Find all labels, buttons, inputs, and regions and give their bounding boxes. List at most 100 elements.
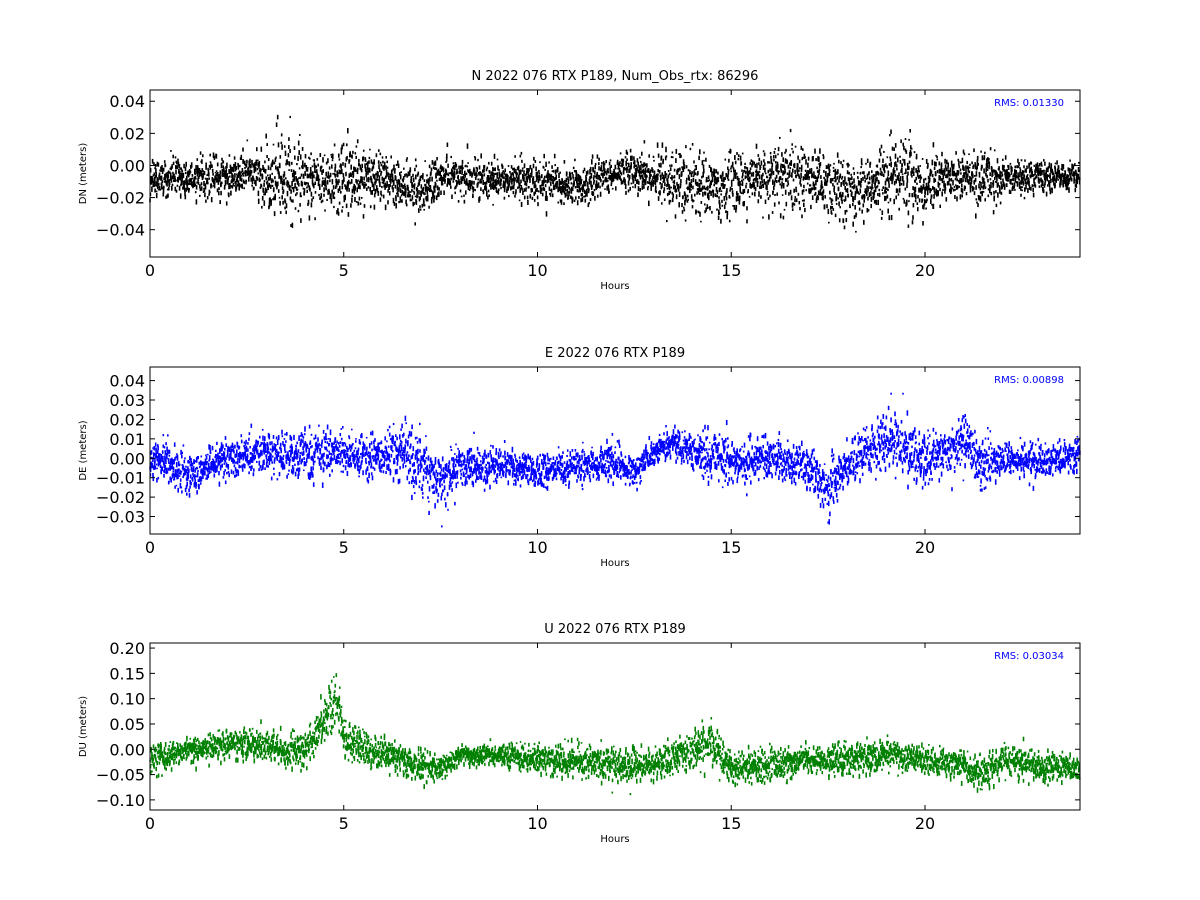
data-point [536,195,539,200]
data-point [949,167,952,173]
data-point [276,186,278,190]
data-point [930,198,932,204]
data-point [313,162,316,166]
data-point [477,178,479,181]
data-point [388,191,391,196]
data-point [352,186,355,192]
data-point [935,161,937,167]
data-point [500,181,502,186]
data-point [821,186,824,189]
data-point [225,166,227,169]
data-point [187,174,190,178]
data-point [702,186,704,189]
data-point [422,198,425,203]
data-point [668,172,671,176]
data-point [238,445,241,449]
data-point [324,183,327,187]
data-point [258,452,261,458]
data-point [351,197,353,203]
data-point [793,203,796,206]
data-point [1040,177,1042,183]
data-point [941,191,943,197]
data-point [849,206,851,209]
data-point [196,165,199,169]
data-point [159,176,162,181]
data-point [377,191,380,196]
data-point [288,161,291,167]
data-point [331,164,333,169]
data-point [634,175,637,182]
data-point [1071,163,1073,169]
data-point [184,487,187,493]
data-point [598,162,600,166]
data-point [936,158,939,161]
data-point [687,186,689,191]
data-point [289,115,291,119]
data-point [289,445,292,449]
data-point [211,184,213,188]
data-point [584,195,587,198]
data-point [607,177,610,180]
data-point [930,188,932,192]
data-point [289,458,291,461]
data-point [984,151,986,155]
data-point [734,155,736,160]
data-point [1057,179,1059,181]
data-point [308,447,310,452]
data-point [444,182,446,184]
data-point [606,185,608,191]
data-point [187,183,189,186]
data-point [683,208,686,212]
data-point [998,166,1000,171]
data-point [736,191,738,196]
data-point [751,192,754,196]
data-point [315,442,318,445]
data-point [783,164,785,168]
data-point [684,200,686,206]
data-point [704,203,706,206]
data-point [711,171,713,177]
data-point [834,192,836,195]
data-point [300,195,302,198]
data-point [276,114,279,120]
data-point [215,170,218,173]
data-point [838,218,841,223]
data-point [156,450,159,454]
data-point [461,168,463,174]
data-point [154,453,157,456]
data-point [502,184,504,189]
data-point [172,154,174,159]
data-point [201,461,204,466]
data-point [761,180,764,184]
data-point [233,450,235,454]
data-point [170,150,172,152]
data-point [177,461,180,467]
data-point [628,175,631,180]
data-point [903,199,906,204]
data-point [546,179,548,184]
data-point [240,452,242,456]
data-point [354,185,356,191]
data-point [719,207,721,210]
data-point [226,173,228,177]
data-point [556,180,559,185]
data-point [564,185,567,191]
data-point [899,160,902,164]
data-point [295,444,297,448]
data-point [314,460,316,463]
data-point [307,473,310,480]
data-point [564,179,566,186]
data-point [599,185,601,189]
data-point [306,189,308,193]
data-point [553,153,556,159]
data-point [268,202,271,208]
data-point [989,172,991,176]
data-point [827,208,830,215]
data-point [533,156,535,161]
data-point [188,171,191,176]
data-point [506,186,508,191]
data-point [270,454,272,460]
data-point [859,171,862,175]
data-point [732,205,734,207]
data-point [229,175,231,178]
